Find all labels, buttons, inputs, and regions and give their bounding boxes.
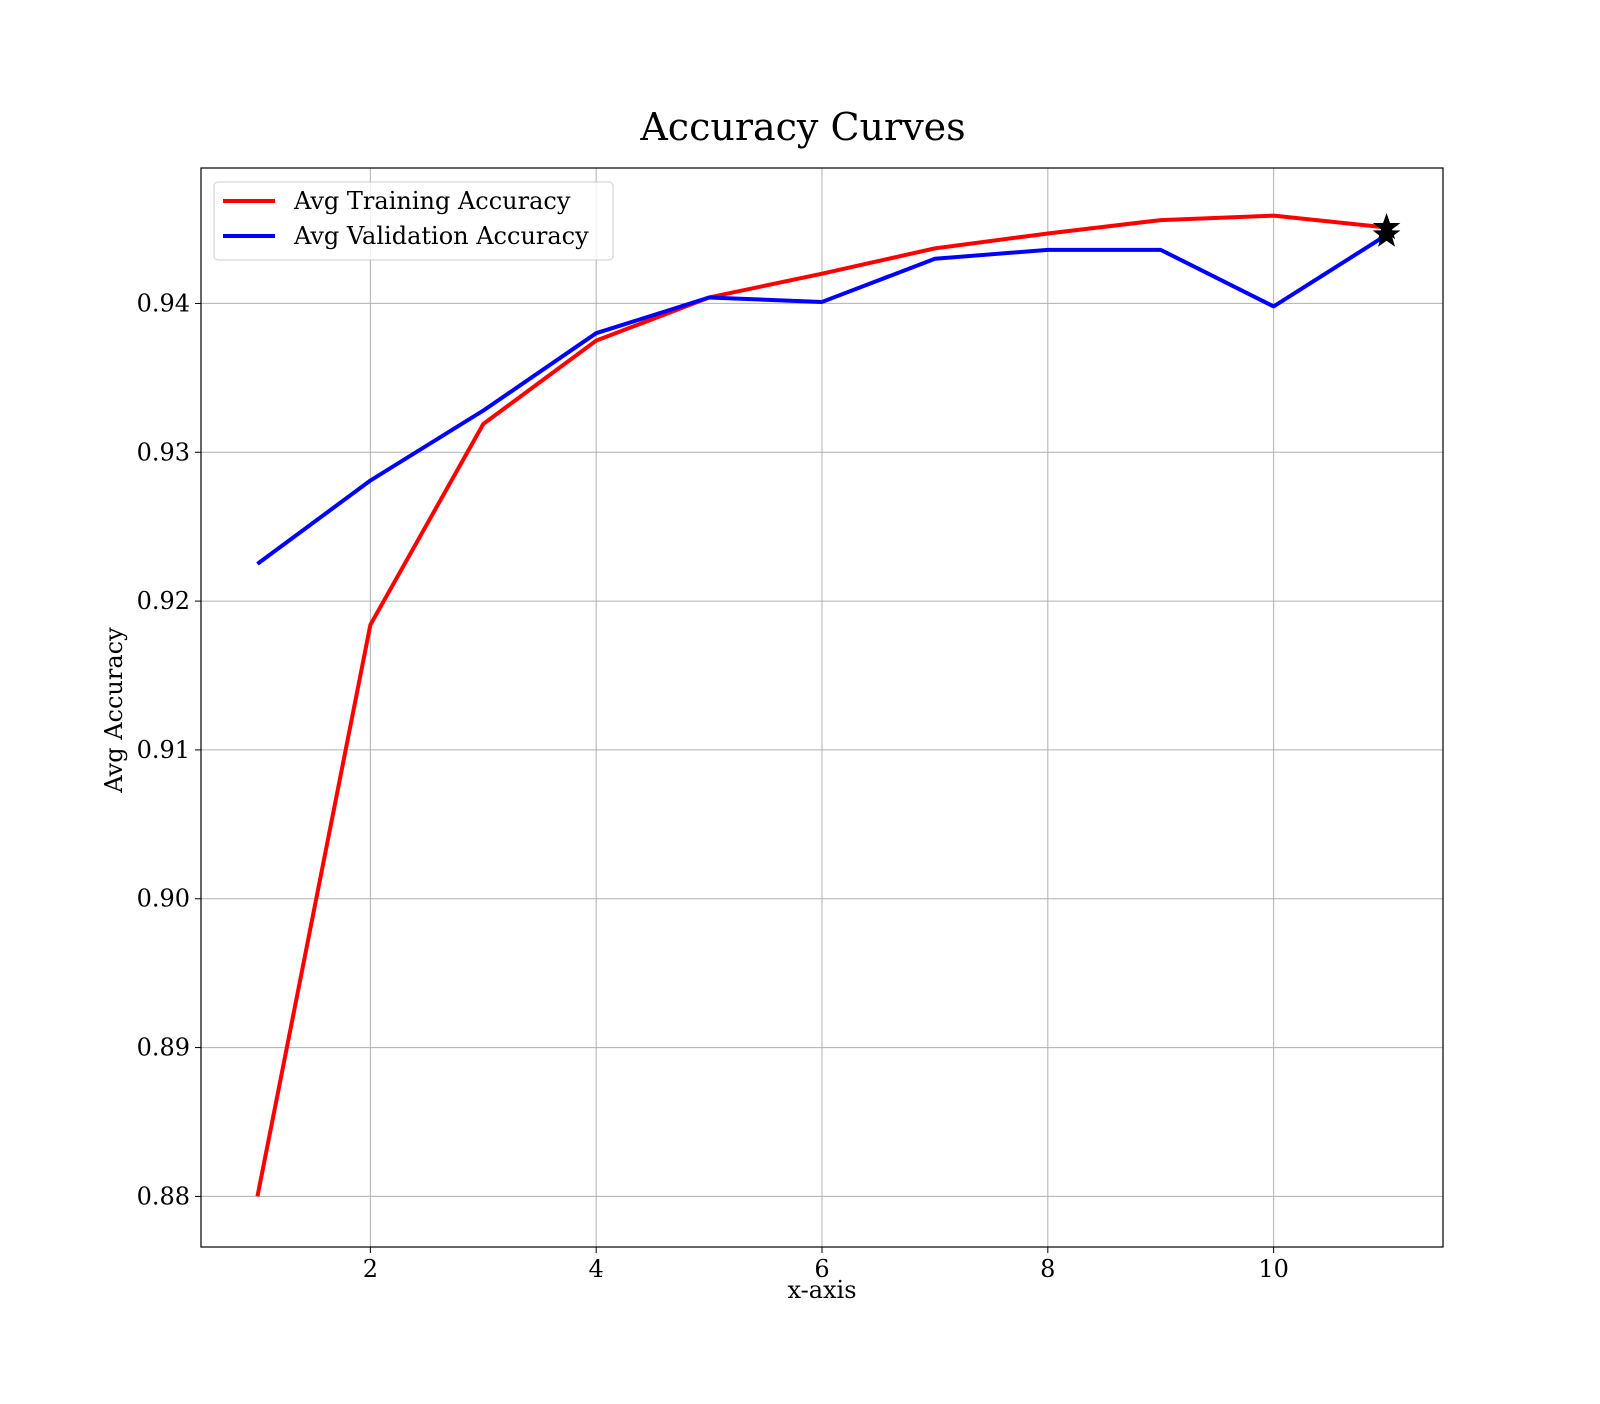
validation-accuracy-line [256, 233, 1388, 566]
y-tick-label: 0.93 [137, 438, 190, 466]
grid [201, 168, 1443, 1247]
y-tick-label: 0.92 [137, 587, 190, 615]
x-axis-label: x-axis [787, 1276, 856, 1304]
legend-label-validation: Avg Validation Accuracy [293, 222, 589, 250]
x-tick-label: 8 [1040, 1255, 1055, 1283]
chart-title: Accuracy Curves [639, 105, 965, 149]
y-tick-label: 0.88 [137, 1182, 190, 1210]
y-axis-label: Avg Accuracy [100, 627, 128, 794]
x-tick-label: 4 [589, 1255, 604, 1283]
x-tick-label: 10 [1258, 1255, 1289, 1283]
training-accuracy-line [255, 213, 1387, 1197]
y-tick-label: 0.89 [137, 1034, 190, 1062]
x-tick-label: 6 [814, 1255, 829, 1283]
series-lines [255, 213, 1388, 1197]
x-axis-ticks: 2 4 6 8 10 [363, 1247, 1289, 1283]
end-markers [1372, 213, 1401, 247]
legend: Avg Training Accuracy Avg Validation Acc… [213, 181, 614, 261]
y-axis-ticks: 0.88 0.89 0.90 0.91 0.92 0.93 0.94 [137, 289, 201, 1210]
y-tick-label: 0.91 [137, 736, 190, 764]
y-tick-label: 0.94 [137, 289, 190, 317]
legend-label-training: Avg Training Accuracy [293, 187, 571, 215]
star-marker [1372, 220, 1401, 247]
y-tick-label: 0.90 [137, 885, 190, 913]
legend-box [213, 181, 614, 261]
x-tick-label: 2 [363, 1255, 378, 1283]
